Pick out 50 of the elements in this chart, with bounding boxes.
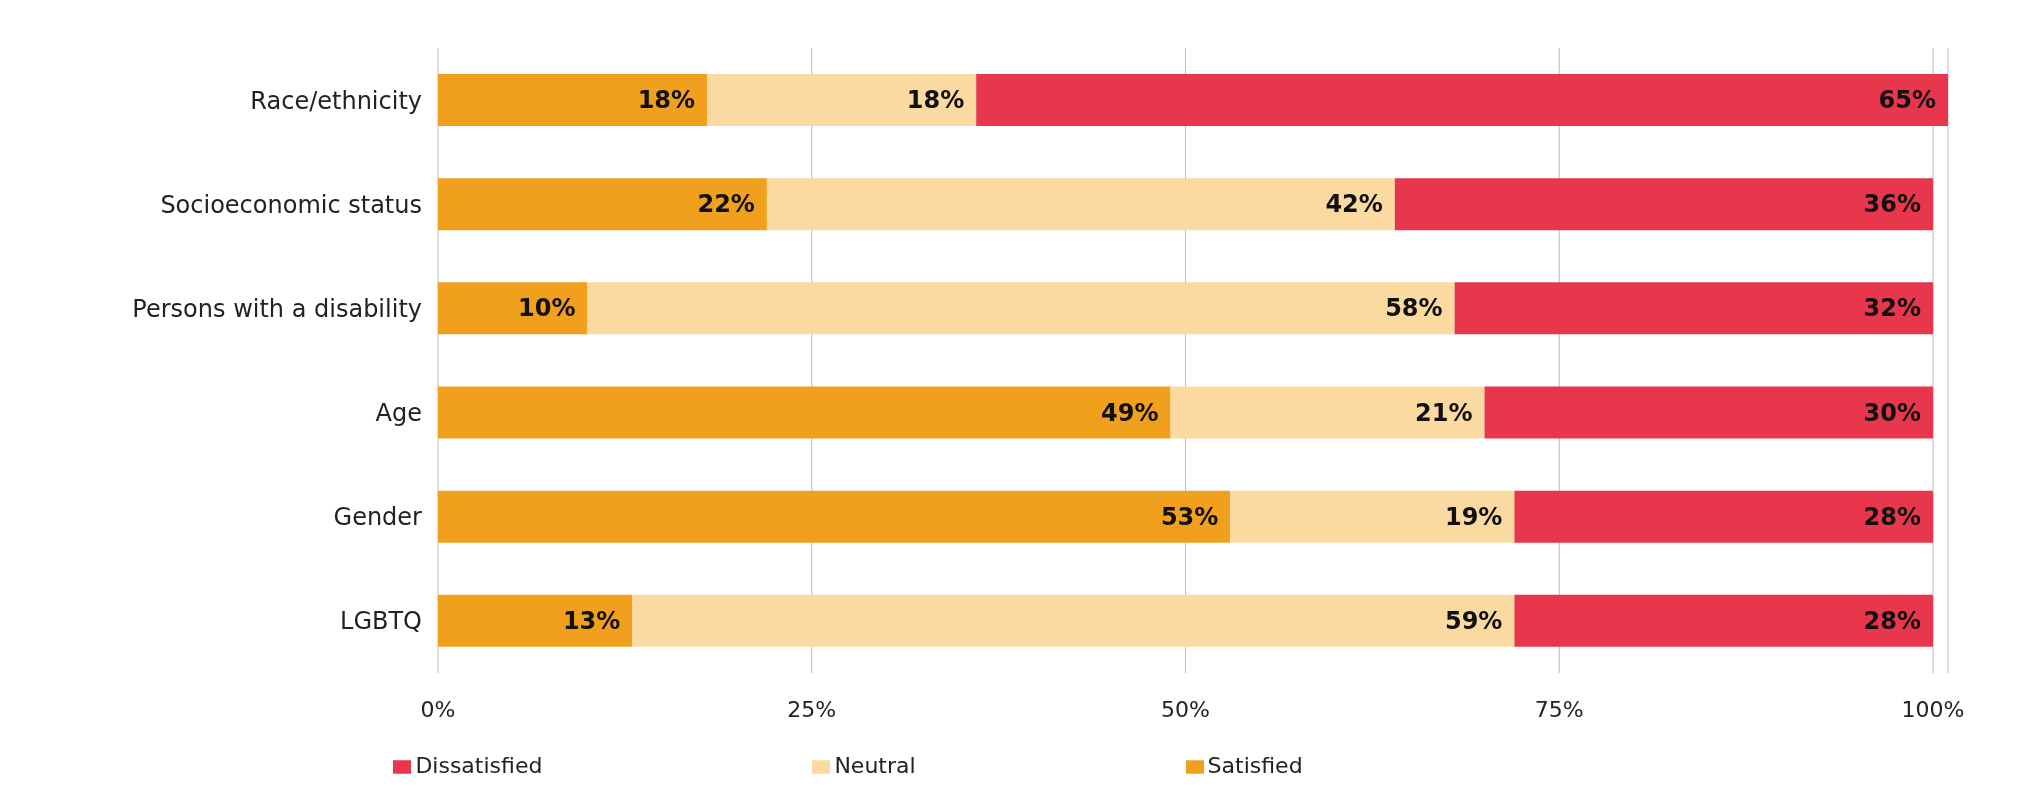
data-label: 18% <box>906 86 965 114</box>
bar <box>1514 490 1934 543</box>
bar <box>766 178 1395 231</box>
y-tick-label: Socioeconomic status <box>160 190 422 219</box>
bar <box>1394 178 1934 231</box>
bar <box>1484 386 1934 439</box>
bar <box>438 386 1171 439</box>
x-tick-label: 75% <box>1534 696 1584 722</box>
bar <box>707 74 977 126</box>
bar <box>438 282 588 335</box>
data-label: 28% <box>1863 606 1922 635</box>
y-tick-label: Gender <box>333 503 423 532</box>
data-label: 65% <box>1878 86 1936 114</box>
y-tick-label: LGBTQ <box>340 607 422 636</box>
data-label: 28% <box>1863 502 1922 531</box>
bar <box>1514 594 1934 647</box>
y-tick-label: Race/ethnicity <box>250 86 422 115</box>
y-tick-label: Age <box>375 399 422 428</box>
y-tick-label: Persons with a disability <box>132 294 422 323</box>
bar <box>976 74 1948 126</box>
bar <box>1170 386 1485 439</box>
data-label: 58% <box>1385 294 1443 323</box>
data-label: 42% <box>1325 190 1383 219</box>
data-label: 22% <box>697 190 755 219</box>
data-label: 59% <box>1444 606 1503 635</box>
data-label: 30% <box>1863 398 1922 427</box>
bar <box>438 594 633 647</box>
bar <box>1230 490 1515 543</box>
bar <box>1454 282 1934 335</box>
x-tick-label: 100% <box>1901 696 1965 722</box>
x-tick-label: 25% <box>787 696 837 722</box>
bar <box>587 282 1455 335</box>
data-label: 18% <box>637 86 696 114</box>
data-label: 19% <box>1444 502 1503 531</box>
bar <box>438 490 1231 543</box>
data-label: 36% <box>1863 190 1922 219</box>
data-label: 21% <box>1415 398 1473 427</box>
legend-label: Dissatisfied <box>415 753 543 778</box>
bar <box>438 74 708 126</box>
legend-label: Satisfied <box>1207 753 1303 778</box>
data-label: 32% <box>1863 294 1922 323</box>
data-label: 53% <box>1160 502 1219 531</box>
x-tick-label: 0% <box>420 696 456 722</box>
bar <box>632 594 1515 647</box>
x-tick-label: 50% <box>1161 696 1210 722</box>
legend-label: Neutral <box>834 753 916 778</box>
data-label: 10% <box>518 294 576 323</box>
data-label: 49% <box>1101 398 1159 427</box>
data-label: 13% <box>562 606 621 635</box>
bar <box>438 178 767 231</box>
